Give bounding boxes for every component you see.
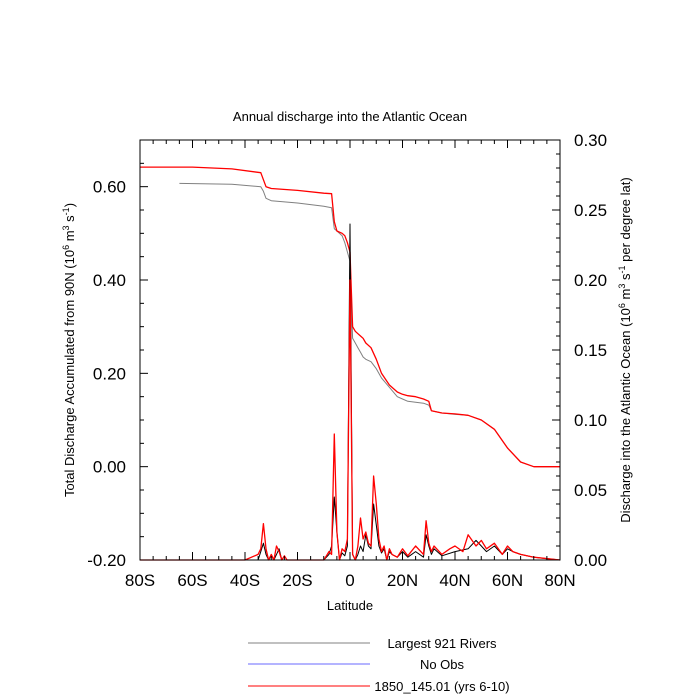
series-layer bbox=[140, 166, 561, 561]
left-y-axis-label: Total Discharge Accumulated from 90N (10… bbox=[61, 203, 77, 497]
right-y-tick-label: 0.15 bbox=[574, 341, 607, 360]
x-axis-label: Latitude bbox=[327, 598, 373, 613]
ticks-layer: 80S 60S 40S 20S 0 20N 40N 60N 80N -0.20 0.00 0.20 0.… bbox=[87, 131, 607, 590]
x-tick-label: 80N bbox=[544, 571, 575, 590]
left-y-tick-label: 0.00 bbox=[93, 458, 126, 477]
right-y-axis-label: Discharge into the Atlantic Ocean (106 m… bbox=[617, 177, 633, 522]
series-line-3 bbox=[140, 223, 561, 561]
right-y-tick-label: 0.10 bbox=[574, 411, 607, 430]
x-tick-label: 20N bbox=[387, 571, 418, 590]
left-y-tick-label: -0.20 bbox=[87, 551, 126, 570]
series-line-4 bbox=[140, 279, 561, 561]
right-y-tick-label: 0.20 bbox=[574, 271, 607, 290]
right-y-tick-label: 0.30 bbox=[574, 131, 607, 150]
chart-title: Annual discharge into the Atlantic Ocean bbox=[233, 109, 467, 124]
legend-label: No Obs bbox=[420, 657, 465, 672]
plot-frame bbox=[139, 139, 561, 561]
left-y-tick-label: 0.60 bbox=[93, 178, 126, 197]
right-y-tick-label: 0.00 bbox=[574, 551, 607, 570]
x-tick-label: 80S bbox=[125, 571, 155, 590]
x-tick-label: 60S bbox=[177, 571, 207, 590]
legend-label: 1850_145.01 (yrs 6-10) bbox=[374, 679, 509, 694]
legend: Largest 921 Rivers No Obs 1850_145.01 (yrs… bbox=[248, 636, 510, 694]
right-y-tick-label: 0.05 bbox=[574, 481, 607, 500]
left-y-tick-label: 0.20 bbox=[93, 364, 126, 383]
x-tick-label: 40N bbox=[439, 571, 470, 590]
legend-label: Largest 921 Rivers bbox=[387, 636, 497, 651]
series-line-2 bbox=[140, 166, 560, 468]
x-tick-label: 0 bbox=[345, 571, 354, 590]
x-tick-label: 20S bbox=[282, 571, 312, 590]
x-tick-label: 40S bbox=[230, 571, 260, 590]
x-tick-label: 60N bbox=[492, 571, 523, 590]
left-y-tick-label: 0.40 bbox=[93, 271, 126, 290]
right-y-tick-label: 0.25 bbox=[574, 201, 607, 220]
series-line-0 bbox=[179, 182, 560, 468]
